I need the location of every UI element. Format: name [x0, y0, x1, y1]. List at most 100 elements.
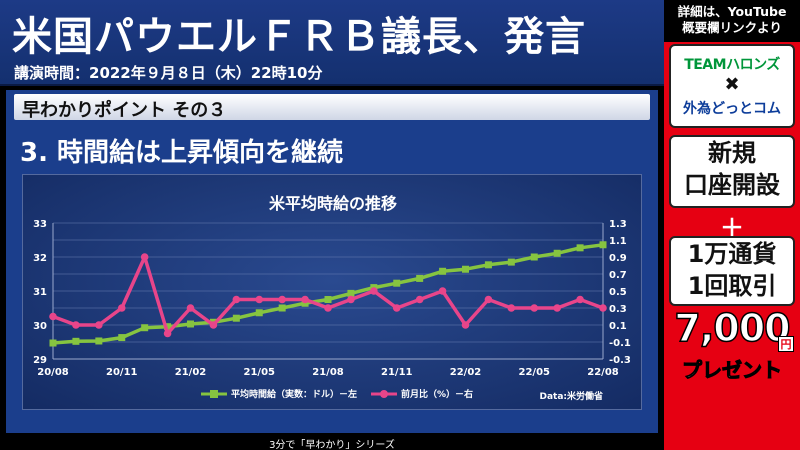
- chart-box: 米平均時給の推移 29 30 31 32 33 -0.3 -0.1 0.1 0.3 0.5 0.7…: [22, 174, 642, 410]
- data-point-mom: [278, 295, 286, 304]
- data-point-mom: [438, 287, 447, 295]
- data-point-wage: [462, 265, 469, 273]
- trade-condition-box: 1万通貨 1回取引: [669, 236, 795, 306]
- data-point-mom: [186, 304, 195, 312]
- promo-present: プレゼント: [682, 358, 783, 383]
- data-point-mom: [370, 287, 378, 295]
- series-line-wage: [52, 243, 604, 345]
- data-point-wage: [118, 334, 126, 342]
- point-bar: 早わかりポイント その３: [14, 94, 650, 121]
- x-tick-label: 20/11: [106, 367, 138, 378]
- data-point-mom: [49, 312, 57, 321]
- legend-marker-mom: [380, 390, 388, 398]
- data-point-mom: [484, 295, 493, 304]
- y-right-tick-label: 1.1: [609, 236, 627, 247]
- data-point-mom: [599, 304, 607, 312]
- legend-label-mom: 前月比（%）－右: [401, 388, 473, 400]
- account-line2: 口座開設: [684, 171, 780, 199]
- data-point-wage: [507, 258, 515, 266]
- data-point-mom: [553, 304, 561, 312]
- promo-amount: 7,000: [674, 305, 792, 351]
- team-logo-text: TEAMハロンズ: [684, 57, 780, 73]
- data-point-mom: [461, 321, 470, 329]
- data-point-wage: [576, 244, 584, 252]
- data-point-mom: [301, 295, 309, 304]
- trade-line2: 1回取引: [687, 272, 777, 300]
- data-point-mom: [392, 304, 401, 312]
- data-point-mom: [415, 295, 424, 304]
- y-right-tick-label: 0.3: [609, 304, 627, 315]
- y-right-tick-label: 0.7: [609, 270, 627, 281]
- data-point-mom: [117, 304, 126, 312]
- data-point-mom: [347, 295, 355, 304]
- data-point-wage: [255, 309, 263, 317]
- data-point-wage: [324, 296, 332, 303]
- x-tick-label: 22/02: [450, 367, 482, 378]
- data-point-wage: [393, 279, 401, 287]
- data-point-mom: [163, 329, 172, 338]
- sponsor-logo: TEAMハロンズ ✖ 外為どっとコム: [669, 44, 795, 128]
- x-tick-label: 21/05: [244, 367, 276, 378]
- y-right-tick-label: 1.3: [609, 219, 627, 230]
- promo-note-line1: 詳細は、YouTube: [677, 4, 787, 19]
- collab-x-icon: ✖: [724, 74, 740, 95]
- y-axis-right: -0.3 -0.1 0.1 0.3 0.5 0.7 0.9 1.1 1.3: [609, 219, 631, 366]
- y-axis-left: 29 30 31 32 33: [33, 219, 47, 366]
- chart-title: 米平均時給の推移: [269, 194, 397, 213]
- yen-badge: 円: [778, 336, 794, 352]
- data-point-wage: [141, 324, 149, 332]
- data-point-mom: [72, 321, 80, 329]
- series-line-mom: [52, 255, 604, 336]
- data-point-wage: [439, 267, 447, 275]
- data-point-wage: [49, 339, 57, 347]
- data-point-mom: [530, 304, 539, 312]
- x-tick-label: 21/08: [312, 367, 344, 378]
- speech-time: 講演時間：2022年９月８日（木）22時10分: [14, 64, 323, 82]
- data-point-wage: [599, 241, 607, 249]
- x-tick-label: 21/02: [175, 367, 207, 378]
- footer-series: 3分で「早わかり」シリーズ: [269, 440, 395, 450]
- page-title: 米国パウエルＦＲＢ議長、発言: [12, 14, 586, 60]
- data-point-mom: [140, 253, 149, 261]
- data-source: Data:米労働省: [539, 390, 603, 402]
- data-point-wage: [416, 274, 424, 282]
- grid: [52, 222, 604, 360]
- x-tick-label: 21/11: [381, 367, 413, 378]
- y-right-tick-label: 0.9: [609, 253, 627, 264]
- title-bar: 米国パウエルＦＲＢ議長、発言 講演時間：2022年９月８日（木）22時10分: [0, 0, 664, 86]
- legend-marker-wage: [210, 390, 218, 398]
- x-axis: 20/08 20/11 21/02 21/05 21/08 21/11 22/02 22/05…: [37, 367, 619, 378]
- wage-chart: 米平均時給の推移 29 30 31 32 33 -0.3 -0.1 0.1 0.3 0.5 0.7…: [33, 194, 631, 402]
- y-left-tick-label: 29: [33, 355, 47, 366]
- data-point-wage: [278, 304, 286, 312]
- point-label: 早わかりポイント その３: [22, 100, 227, 121]
- data-point-wage: [164, 323, 172, 331]
- y-right-tick-label: -0.1: [609, 338, 631, 349]
- gaitame-logo-text: 外為どっとコム: [683, 101, 781, 117]
- y-left-tick-label: 33: [33, 219, 47, 230]
- data-point-mom: [507, 304, 516, 312]
- data-point-mom: [232, 295, 241, 304]
- data-point-wage: [553, 249, 561, 257]
- data-point-wage: [232, 314, 240, 322]
- y-right-tick-label: -0.3: [609, 355, 631, 366]
- section-heading: 3. 時間給は上昇傾向を継続: [20, 138, 344, 168]
- content-panel: 早わかりポイント その３ 3. 時間給は上昇傾向を継続 米平均時給の推移 29 3…: [6, 90, 658, 433]
- trade-line1: 1万通貨: [687, 240, 777, 268]
- data-point-wage: [347, 289, 355, 297]
- y-left-tick-label: 32: [33, 253, 47, 264]
- x-tick-label: 22/08: [587, 367, 619, 378]
- legend-label-wage: 平均時間給（実数：ドル）－左: [231, 388, 357, 400]
- account-line1: 新規: [708, 139, 756, 167]
- promo-sidebar: 詳細は、YouTube 概要欄リンクより TEAMハロンズ ✖ 外為どっとコム …: [664, 0, 800, 450]
- x-tick-label: 22/05: [519, 367, 551, 378]
- data-point-mom: [324, 304, 332, 312]
- data-point-mom: [209, 321, 218, 329]
- x-tick-label: 20/08: [37, 367, 69, 378]
- data-point-mom: [255, 295, 264, 304]
- series-layer: [49, 241, 607, 347]
- data-point-mom: [95, 321, 103, 329]
- data-point-wage: [72, 337, 80, 345]
- promo-note-line2: 概要欄リンクより: [682, 20, 782, 35]
- data-point-wage: [187, 320, 194, 328]
